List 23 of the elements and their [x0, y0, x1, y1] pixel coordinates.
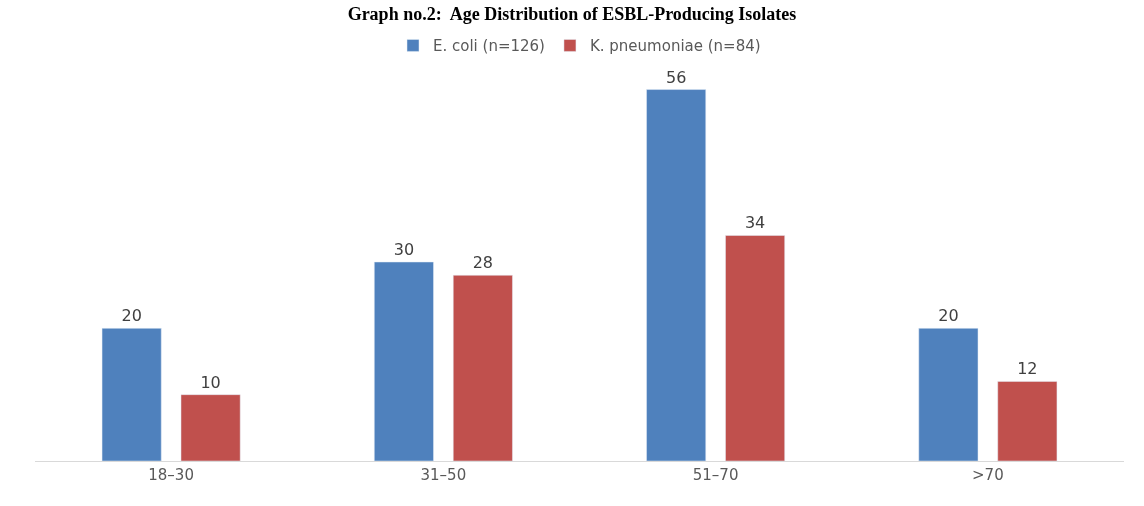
data-label: 56 — [665, 67, 687, 87]
bar — [997, 381, 1058, 461]
legend-label: K. pneumoniae (n=84) — [589, 37, 761, 56]
x-tick-label: 51–70 — [692, 466, 739, 484]
bar — [918, 328, 979, 461]
x-tick-label: 18–30 — [148, 466, 194, 484]
bar — [374, 261, 434, 461]
bar — [180, 394, 241, 461]
data-label: 34 — [744, 213, 766, 233]
data-label: 30 — [393, 240, 415, 260]
bar — [725, 235, 785, 461]
bar — [101, 328, 162, 461]
chart-title: Graph no.2: Age Distribution of ESBL-Producing Isolates — [347, 4, 797, 25]
bar — [452, 275, 513, 461]
data-label: 10 — [200, 372, 221, 392]
x-tick-label: 31–50 — [420, 466, 467, 484]
bar — [646, 89, 707, 461]
data-label: 28 — [472, 253, 494, 273]
data-label: 20 — [938, 306, 959, 326]
data-label: 20 — [121, 306, 142, 326]
data-label: 12 — [1017, 359, 1038, 379]
x-tick-label: >70 — [972, 466, 1004, 484]
legend-label: E. coli (n=126) — [433, 37, 545, 56]
